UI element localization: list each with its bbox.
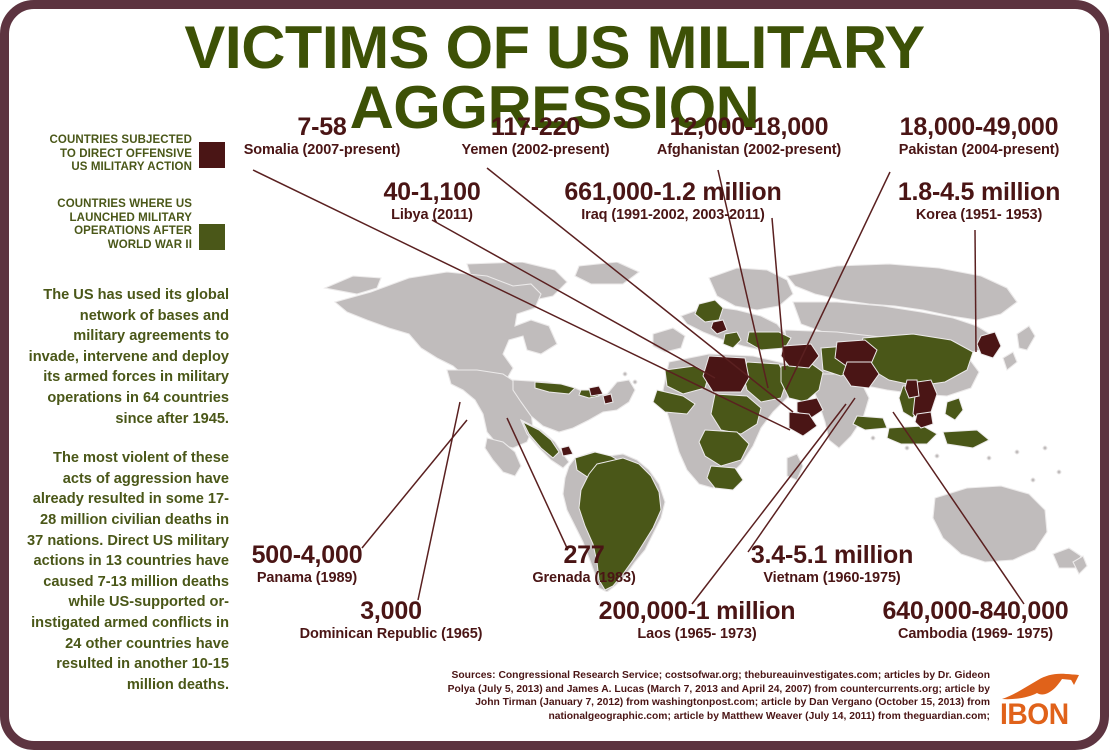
callout-country: Korea (1951- 1953) [915, 207, 1043, 223]
callout-value: 12,000-18,000 [669, 113, 829, 141]
sources-line-1: Sources: Congressional Research Service;… [451, 670, 990, 681]
callout-country: Cambodia (1969- 1975) [897, 626, 1054, 642]
legend-label-operations: COUNTRIES WHERE US LAUNCHED MILITARY OPE… [57, 198, 192, 251]
callout-value: 18,000-49,000 [899, 113, 1059, 141]
callout-country: Grenada (1983) [532, 570, 636, 586]
world-map [317, 262, 1102, 592]
callout-value: 3,000 [360, 597, 422, 625]
legend-label-direct-action: COUNTRIES SUBJECTED TO DIRECT OFFENSIVE … [49, 134, 192, 173]
callout-country: Pakistan (2004-present) [898, 142, 1060, 158]
callout-value: 117-220 [491, 113, 580, 141]
legend-swatch-dark-red [199, 142, 225, 168]
sources-block: Sources: Congressional Research Service;… [400, 669, 990, 723]
callout-pakistan: 18,000-49,000 Pakistan (2004-present) [880, 114, 1078, 159]
bird-icon [1002, 673, 1079, 700]
callout-country: Vietnam (1960-1975) [763, 570, 901, 586]
callout-country: Somalia (2007-present) [243, 142, 401, 158]
legend-item-direct-action: COUNTRIES SUBJECTED TO DIRECT OFFENSIVE … [44, 134, 229, 175]
callout-somalia: 7-58 Somalia (2007-present) [236, 114, 408, 159]
callout-yemen: 117-220 Yemen (2002-present) [453, 114, 618, 159]
callout-country: Afghanistan (2002-present) [656, 142, 842, 158]
intro-text-block: The US has used its global network of ba… [26, 285, 229, 695]
callout-country: Panama (1989) [256, 570, 358, 586]
callout-value: 40-1,100 [383, 178, 481, 206]
callout-country: Iraq (1991-2002, 2003-2011) [581, 207, 765, 223]
callout-country: Laos (1965- 1973) [637, 626, 757, 642]
callout-country: Libya (2011) [391, 207, 473, 223]
ibon-logo: IBON [1000, 672, 1086, 734]
callout-value: 1.8-4.5 million [897, 178, 1061, 206]
sources-line-4: nationalgeographic.com; article by Matth… [548, 710, 990, 722]
callout-country: Yemen (2002-present) [461, 142, 610, 158]
callout-cambodia: 640,000-840,000 Cambodia (1969- 1975) [868, 598, 1083, 643]
callout-grenada: 277 Grenada (1983) [518, 542, 650, 587]
world-map-svg [323, 262, 1088, 592]
callout-afghanistan: 12,000-18,000 Afghanistan (2002-present) [645, 114, 853, 159]
legend-item-operations: COUNTRIES WHERE US LAUNCHED MILITARY OPE… [44, 198, 229, 252]
callout-value: 640,000-840,000 [882, 597, 1069, 625]
page-title: VICTIMS OF US MILITARY AGGRESSION [184, 14, 925, 141]
callout-value: 661,000-1.2 million [564, 178, 782, 206]
intro-paragraph-1: The US has used its global network of ba… [28, 287, 229, 427]
callout-libya: 40-1,100 Libya (2011) [362, 179, 502, 224]
sources-line-2: Polya (July 5, 2013) and James A. Lucas … [447, 683, 990, 695]
callout-dominican-republic: 3,000 Dominican Republic (1965) [288, 598, 494, 643]
callout-value: 200,000-1 million [598, 597, 796, 625]
callout-iraq: 661,000-1.2 million Iraq (1991-2002, 200… [548, 179, 798, 224]
callout-korea: 1.8-4.5 million Korea (1951- 1953) [880, 179, 1078, 224]
callout-country: Dominican Republic (1965) [299, 626, 483, 642]
intro-paragraph-2: The most violent of these acts of aggres… [27, 450, 229, 693]
callout-vietnam: 3.4-5.1 million Vietnam (1960-1975) [737, 542, 927, 587]
callout-value: 500-4,000 [251, 541, 363, 569]
callout-value: 277 [563, 541, 605, 569]
sources-line-3: John Tirman (January 7, 2012) from washi… [475, 697, 990, 709]
callout-value: 3.4-5.1 million [750, 541, 914, 569]
ibon-wordmark: IBON [1000, 698, 1069, 731]
callout-panama: 500-4,000 Panama (1989) [232, 542, 382, 587]
callout-value: 7-58 [297, 113, 347, 141]
callout-laos: 200,000-1 million Laos (1965- 1973) [588, 598, 806, 643]
legend-swatch-green [199, 224, 225, 250]
